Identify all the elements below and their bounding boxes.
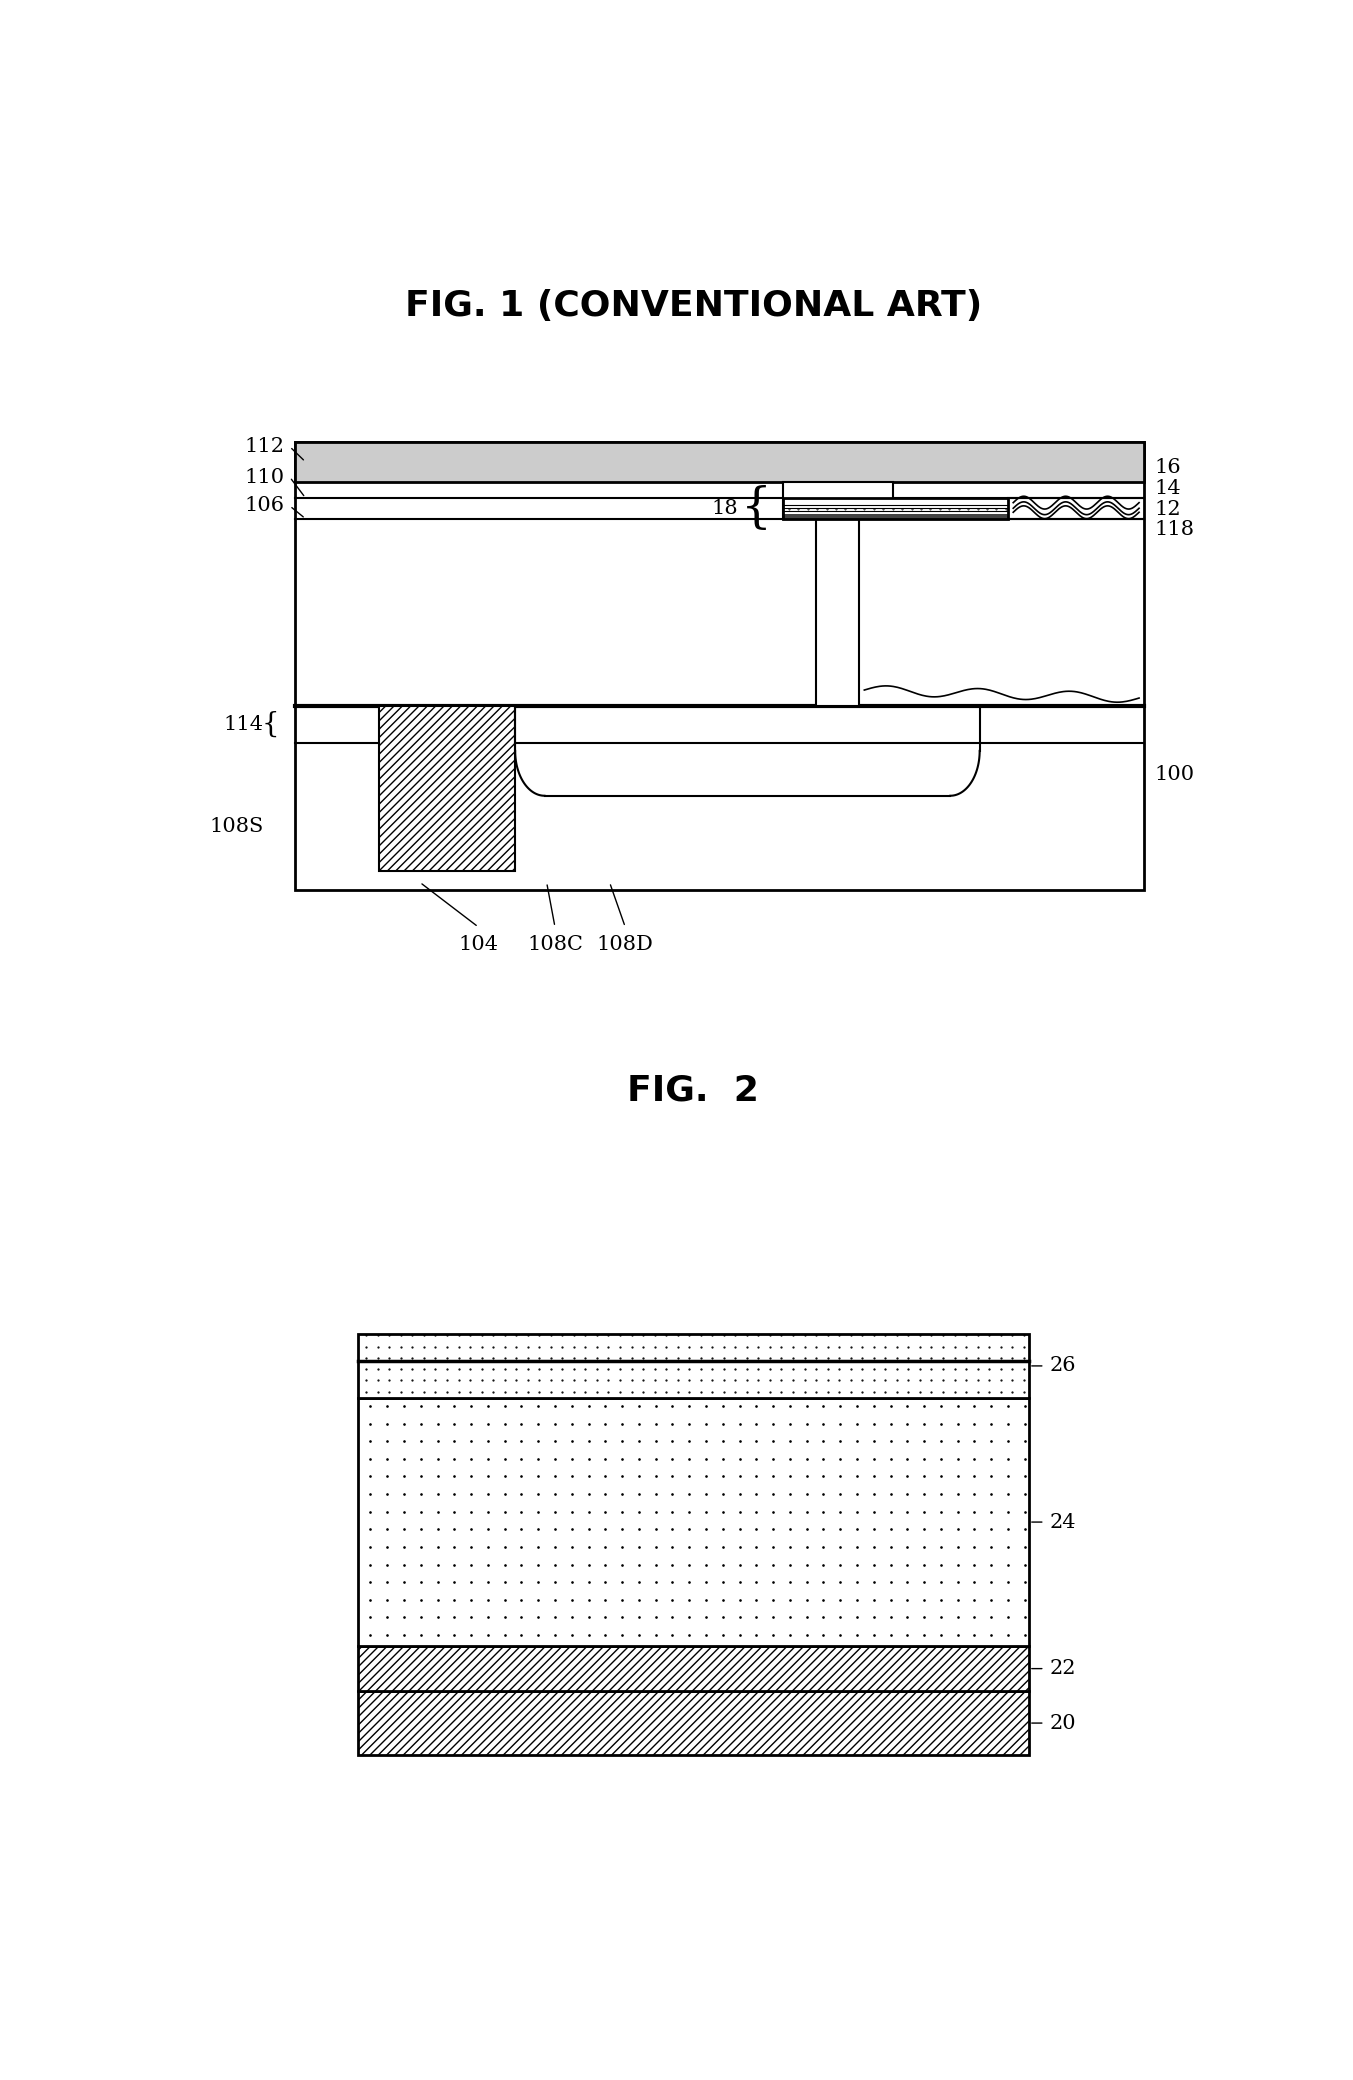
Text: 20: 20 xyxy=(1050,1714,1077,1733)
Bar xyxy=(782,514,1008,518)
Bar xyxy=(357,1398,1028,1645)
Bar xyxy=(782,497,1008,503)
Text: 112: 112 xyxy=(245,437,284,456)
Text: 22: 22 xyxy=(1050,1660,1077,1679)
Text: 16: 16 xyxy=(1154,458,1181,476)
Bar xyxy=(782,503,1008,514)
Text: 12: 12 xyxy=(1154,499,1181,518)
Bar xyxy=(357,1691,1028,1756)
Bar xyxy=(295,441,1145,890)
Text: 118: 118 xyxy=(1154,520,1195,539)
Text: 108D: 108D xyxy=(597,936,653,955)
Text: 110: 110 xyxy=(245,468,284,487)
Text: {: { xyxy=(741,485,771,532)
Text: 114: 114 xyxy=(223,716,264,734)
Text: FIG.  2: FIG. 2 xyxy=(628,1073,759,1107)
Bar xyxy=(782,483,893,518)
Text: 108S: 108S xyxy=(210,817,264,836)
Text: 108C: 108C xyxy=(528,936,583,955)
Text: FIG. 1 (CONVENTIONAL ART): FIG. 1 (CONVENTIONAL ART) xyxy=(405,289,982,322)
Bar xyxy=(357,1645,1028,1691)
Text: 26: 26 xyxy=(1050,1356,1077,1375)
Text: 104: 104 xyxy=(459,936,498,955)
Text: 24: 24 xyxy=(1050,1512,1077,1531)
Text: 14: 14 xyxy=(1154,478,1181,497)
Text: 100: 100 xyxy=(1154,765,1195,784)
Text: 18: 18 xyxy=(712,499,739,518)
Text: 106: 106 xyxy=(245,497,284,516)
Text: {: { xyxy=(261,711,279,738)
Bar xyxy=(357,1333,1028,1398)
Bar xyxy=(295,441,1145,483)
Bar xyxy=(782,497,1008,518)
Bar xyxy=(816,518,859,705)
Bar xyxy=(379,705,515,872)
